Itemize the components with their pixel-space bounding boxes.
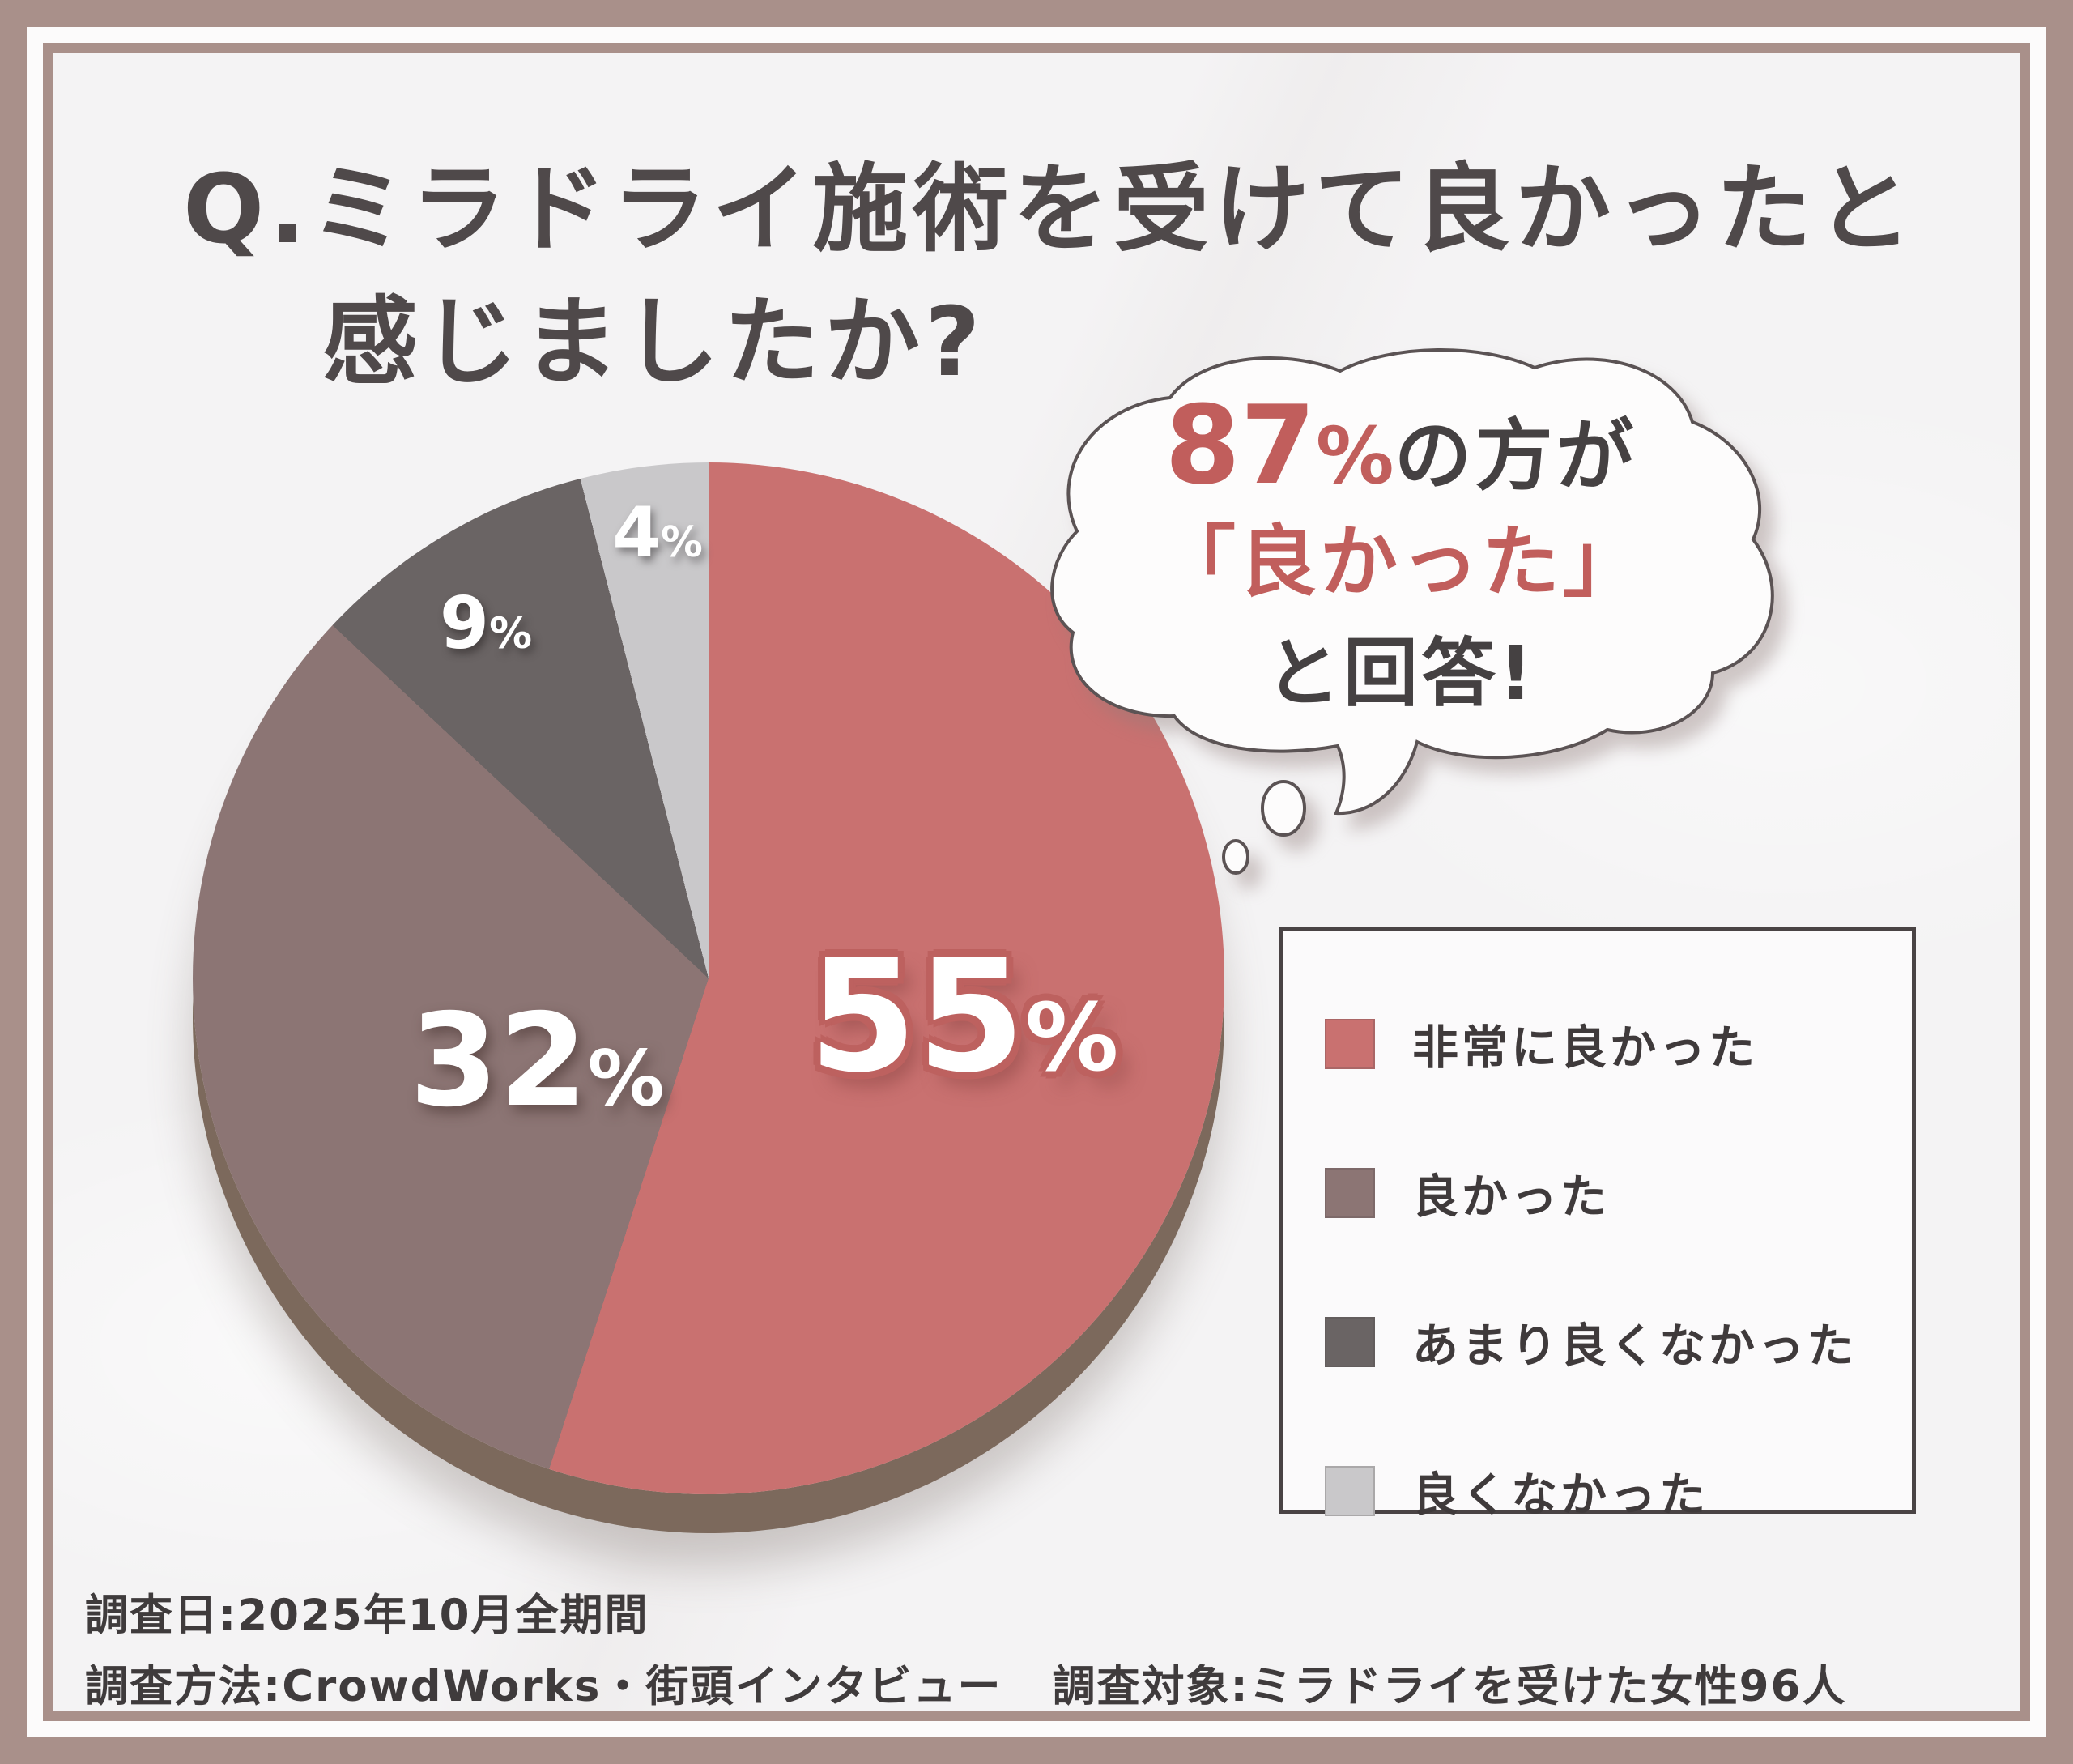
pie-label-4: 4% xyxy=(612,498,703,568)
pie-label-4-value: 4 xyxy=(612,492,662,573)
page-title-line1: Q.ミラドライ施術を受けて良かったと xyxy=(183,153,1918,265)
pie-label-32-unit: % xyxy=(587,1034,665,1123)
pie-label-9-unit: % xyxy=(489,609,533,658)
content-panel: Q.ミラドライ施術を受けて良かったと 感じましたか? 55% 32% 9% 4%… xyxy=(43,43,2030,1721)
legend-item-good: 良かった xyxy=(1325,1160,1912,1226)
legend-item-very-good: 非常に良かった xyxy=(1325,1011,1912,1077)
legend-label-good: 良かった xyxy=(1412,1170,1610,1224)
survey-target: 調査対象:ミラドライを受けた女性96人 xyxy=(1052,1662,1847,1711)
legend-swatch-good xyxy=(1325,1168,1375,1218)
pie-chart xyxy=(193,462,1224,1494)
bubble-answer-line: と回答! xyxy=(1266,630,1536,717)
legend-box: 非常に良かった 良かった あまり良くなかった 良くなかった xyxy=(1279,927,1916,1522)
page-title-line2: 感じましたか? xyxy=(322,286,985,398)
pie-label-32-value: 32 xyxy=(409,986,588,1136)
legend-label-not-very-good: あまり良くなかった xyxy=(1412,1319,1857,1373)
pie-label-32: 32% xyxy=(410,997,665,1125)
bubble-headline: 87%の方が xyxy=(1164,391,1637,500)
pie-label-55-value: 55 xyxy=(808,927,1025,1107)
thought-dot-small xyxy=(1222,839,1249,875)
bubble-percent-sign: % xyxy=(1315,410,1394,501)
pie-label-9-value: 9 xyxy=(439,582,490,665)
bubble-percent-number: 87% xyxy=(1164,382,1394,509)
pie-label-9: 9% xyxy=(440,588,532,659)
legend-label-not-good: 良くなかった xyxy=(1412,1468,1709,1522)
bubble-headline-suffix: の方が xyxy=(1394,411,1637,501)
legend-item-not-very-good: あまり良くなかった xyxy=(1325,1309,1912,1375)
legend-swatch-very-good xyxy=(1325,1019,1375,1069)
pie-label-55: 55% xyxy=(809,940,1119,1095)
legend-swatch-not-good xyxy=(1325,1466,1375,1516)
thought-dot-large xyxy=(1261,780,1306,837)
survey-date-line: 調査日:2025年10月全期間 xyxy=(85,1591,649,1640)
speech-bubble-cloud xyxy=(1050,348,1774,816)
legend-swatch-not-very-good xyxy=(1325,1317,1375,1367)
survey-method: 調査方法:CrowdWorks・街頭インタビュー xyxy=(85,1662,1002,1711)
legend-item-not-good: 良くなかった xyxy=(1325,1458,1912,1524)
pie-label-4-unit: % xyxy=(661,518,703,567)
speech-bubble xyxy=(1050,348,1774,875)
bubble-quote-line: 「良かった」 xyxy=(1158,517,1644,607)
pie-label-55-unit: % xyxy=(1024,984,1119,1093)
legend-label-very-good: 非常に良かった xyxy=(1412,1021,1758,1075)
survey-method-line: 調査方法:CrowdWorks・街頭インタビュー 調査対象:ミラドライを受けた女性… xyxy=(85,1652,1846,1714)
